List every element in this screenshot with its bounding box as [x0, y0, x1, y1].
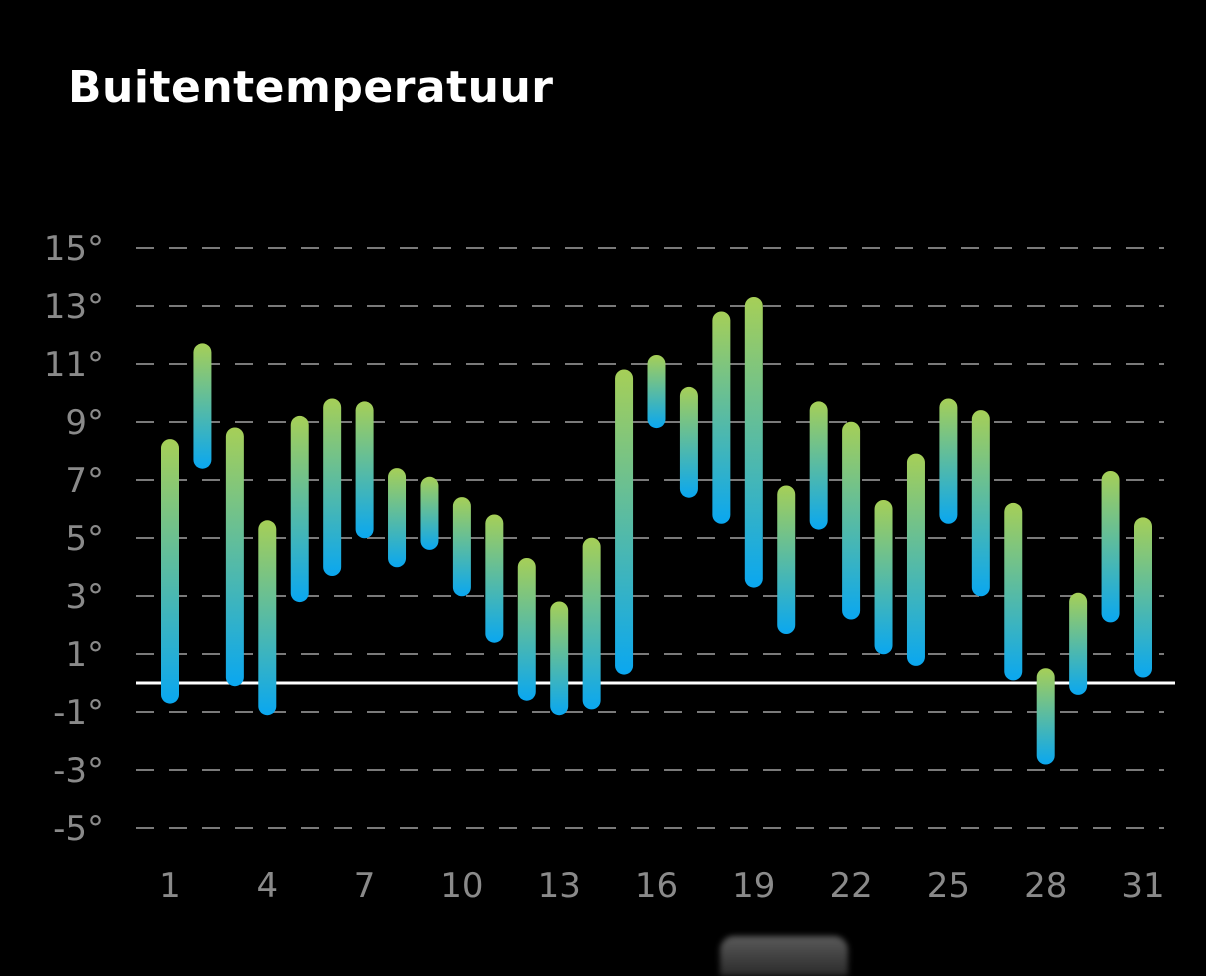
y-tick-label: 9°: [65, 403, 104, 443]
x-tick-label: 13: [538, 866, 581, 906]
x-tick-label: 19: [732, 866, 775, 906]
temperature-bar-day-27: [1004, 502, 1023, 681]
temperature-bar-day-2: [193, 343, 212, 469]
y-tick-label: 15°: [44, 229, 104, 269]
temperature-bar-day-4: [258, 520, 277, 716]
temperature-bar-day-3: [225, 427, 244, 687]
y-tick-label: 1°: [65, 635, 104, 675]
temperature-bar-day-1: [161, 439, 179, 704]
temperature-bar-day-21: [809, 401, 828, 530]
temperature-bar-day-25: [939, 398, 958, 524]
temperature-bar-day-28: [1036, 668, 1055, 765]
y-axis-ticks: 15° 13° 11° 9° 7° 5° 3° 1° -1° -3° -5°: [44, 229, 104, 849]
y-tick-label: -1°: [53, 693, 104, 733]
y-tick-label: 11°: [44, 345, 104, 385]
temperature-bar-day-16: [647, 355, 666, 429]
temperature-bar-day-31: [1134, 517, 1152, 678]
temperature-bar-day-17: [679, 386, 698, 498]
y-tick-label: -3°: [53, 751, 104, 791]
temperature-bar-day-9: [420, 476, 439, 550]
temperature-bar-day-6: [323, 398, 342, 576]
temperature-bar-day-5: [290, 415, 309, 603]
temperature-bar-day-18: [712, 311, 731, 524]
bottom-handle: [720, 936, 848, 976]
temperature-bars: [161, 297, 1152, 765]
x-tick-label: 22: [829, 866, 872, 906]
temperature-bar-day-7: [355, 401, 374, 539]
x-tick-label: 28: [1024, 866, 1067, 906]
temperature-bar-day-22: [842, 421, 861, 620]
temperature-bar-day-11: [485, 514, 504, 643]
x-tick-label: 10: [440, 866, 483, 906]
temperature-bar-day-14: [582, 537, 601, 710]
y-tick-label: 13°: [44, 287, 104, 327]
chart-title: Buitentemperatuur: [68, 62, 554, 113]
y-tick-label: 5°: [65, 519, 104, 559]
y-tick-label: 3°: [65, 577, 104, 617]
x-tick-label: 7: [354, 866, 376, 906]
y-tick-label: 7°: [65, 461, 104, 501]
temperature-bar-day-29: [1069, 592, 1088, 695]
x-tick-label: 25: [927, 866, 970, 906]
temperature-bar-day-10: [452, 497, 471, 597]
temperature-bar-day-15: [615, 369, 634, 675]
temperature-bar-day-23: [874, 500, 893, 655]
temperature-bar-day-12: [517, 558, 536, 701]
y-tick-label: -5°: [53, 809, 104, 849]
temperature-bar-day-13: [550, 601, 569, 716]
temperature-bar-day-8: [388, 468, 407, 568]
temperature-bar-day-30: [1101, 471, 1120, 623]
temperature-bar-day-24: [906, 453, 925, 666]
temperature-bar-day-19: [744, 297, 763, 588]
temperature-bar-day-20: [777, 485, 796, 634]
temperature-bar-day-26: [971, 410, 990, 597]
x-axis-ticks: 1 4 7 10 13 16 19 22 25 28 31: [159, 866, 1164, 906]
x-tick-label: 31: [1121, 866, 1164, 906]
x-tick-label: 4: [256, 866, 278, 906]
x-tick-label: 1: [159, 866, 181, 906]
x-tick-label: 16: [635, 866, 678, 906]
